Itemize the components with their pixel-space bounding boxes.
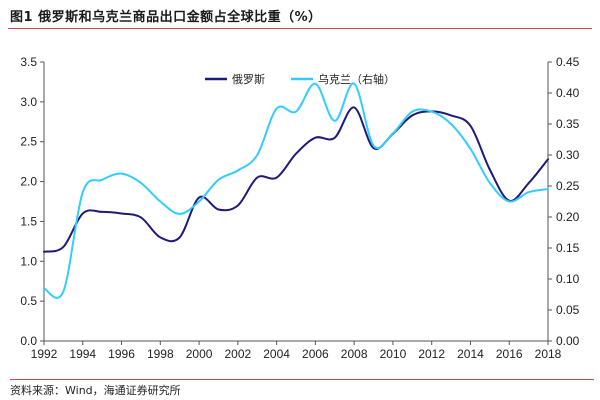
legend-label-russia: 俄罗斯: [232, 73, 265, 86]
left-y-tick-label: 1.5: [20, 214, 37, 228]
x-tick-label: 2010: [380, 347, 407, 361]
series-line-russia: [43, 106, 549, 253]
right-y-tick-label: 0.35: [556, 117, 580, 131]
x-tick-label: 1998: [147, 347, 174, 361]
chart-source: 资料来源：Wind，海通证券研究所: [10, 384, 181, 397]
x-tick-label: 2000: [186, 347, 213, 361]
legend: 俄罗斯 乌克兰（右轴）: [205, 72, 395, 86]
left-y-tick-label: 1.0: [20, 254, 37, 268]
title-underline: [8, 28, 592, 29]
right-y-tick-label: 0.20: [556, 210, 580, 224]
x-tick-label: 2004: [263, 347, 290, 361]
source-divider: [10, 379, 594, 380]
right-y-tick-label: 0.05: [556, 303, 580, 317]
x-tick-label: 2008: [341, 347, 368, 361]
x-tick-label: 2006: [302, 347, 329, 361]
left-y-tick-label: 0.0: [20, 334, 37, 348]
series-line-ukraine: [43, 82, 549, 299]
x-tick-label: 1994: [69, 347, 96, 361]
left-y-tick-label: 3.5: [20, 55, 37, 69]
x-tick-label: 1992: [31, 347, 58, 361]
x-tick-label: 2018: [535, 347, 562, 361]
right-y-tick-label: 0.45: [556, 55, 580, 69]
x-tick-label: 2016: [496, 347, 523, 361]
right-y-tick-label: 0.00: [556, 334, 580, 348]
right-y-tick-label: 0.15: [556, 241, 580, 255]
right-y-tick-label: 0.25: [556, 179, 580, 193]
right-y-tick-label: 0.10: [556, 272, 580, 286]
left-y-tick-label: 3.0: [20, 95, 37, 109]
left-y-tick-label: 2.0: [20, 175, 37, 189]
axes-group: 0.0 0.5 1.0 1.5 2.0 2.5 3.0 3.5 0.00 0.05 0.10 0.15…: [20, 55, 579, 361]
right-y-tick-label: 0.30: [556, 148, 580, 162]
series-lines-group: [43, 82, 549, 299]
x-tick-label: 2014: [457, 347, 484, 361]
left-y-tick-label: 2.5: [20, 135, 37, 149]
x-tick-label: 2002: [224, 347, 251, 361]
left-y-tick-label: 0.5: [20, 294, 37, 308]
right-y-tick-label: 0.40: [556, 86, 580, 100]
chart-title: 图1 俄罗斯和乌克兰商品出口金额占全球比重（%）: [10, 10, 322, 25]
x-tick-label: 2012: [418, 347, 445, 361]
legend-label-ukraine: 乌克兰（右轴）: [318, 72, 395, 86]
x-tick-label: 1996: [108, 347, 135, 361]
